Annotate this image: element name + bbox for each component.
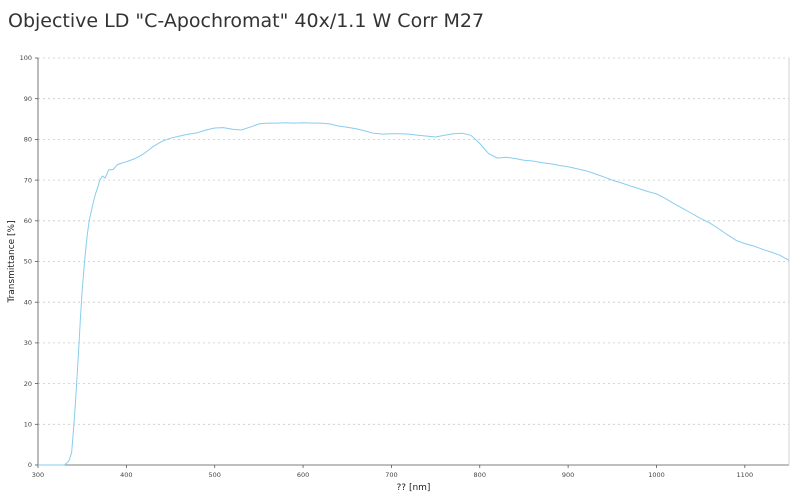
chart-axes xyxy=(35,57,790,468)
x-tick-label-400: 400 xyxy=(120,471,132,479)
chart-title: Objective LD "C-Apochromat" 40x/1.1 W Co… xyxy=(8,10,485,32)
grid-lines xyxy=(38,57,789,425)
x-tick-labels: 300 400 500 600 700 800 900 1000 1100 xyxy=(32,471,753,479)
y-tick-labels: 0 10 20 30 40 50 60 70 80 90 100 xyxy=(20,54,32,469)
x-tick-label-1100: 1100 xyxy=(737,471,754,479)
y-tick-label-70: 70 xyxy=(24,176,32,184)
x-tick-label-800: 800 xyxy=(474,471,486,479)
y-tick-label-90: 90 xyxy=(24,95,32,103)
y-axis-label: Transmittance [%] xyxy=(7,220,17,303)
y-tick-label-60: 60 xyxy=(24,217,32,225)
series-line-transmittance xyxy=(38,122,790,466)
x-tick-label-1000: 1000 xyxy=(648,471,665,479)
y-tick-label-50: 50 xyxy=(24,258,32,266)
x-tick-label-600: 600 xyxy=(297,471,309,479)
x-tick-label-500: 500 xyxy=(208,471,220,479)
y-tick-label-80: 80 xyxy=(24,136,32,144)
x-tick-label-700: 700 xyxy=(385,471,397,479)
y-tick-label-10: 10 xyxy=(24,421,32,429)
x-axis-label: ?? [nm] xyxy=(397,483,431,493)
x-tick-label-300: 300 xyxy=(32,471,44,479)
y-tick-label-0: 0 xyxy=(28,461,32,469)
y-tick-label-40: 40 xyxy=(24,298,32,306)
y-tick-label-20: 20 xyxy=(24,380,32,388)
y-tick-label-100: 100 xyxy=(20,54,32,62)
y-tick-label-30: 30 xyxy=(24,339,32,347)
x-tick-label-900: 900 xyxy=(562,471,574,479)
